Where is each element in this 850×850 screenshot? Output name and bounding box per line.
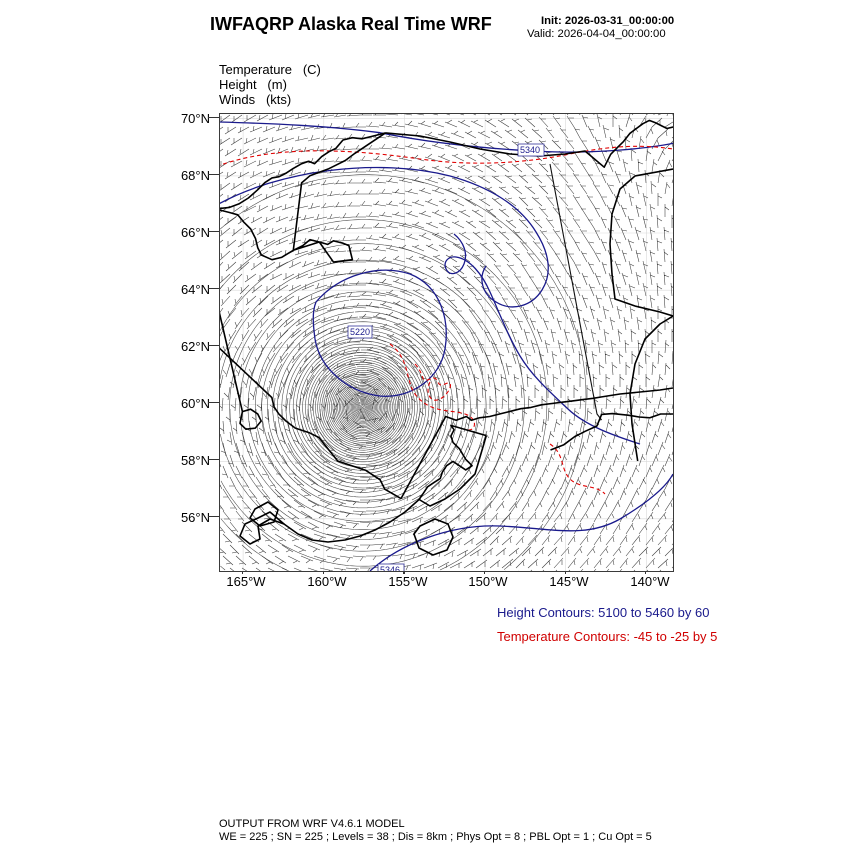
svg-text:5340: 5340 xyxy=(520,145,540,155)
svg-text:5220: 5220 xyxy=(350,327,370,337)
svg-text:5346: 5346 xyxy=(380,565,400,571)
